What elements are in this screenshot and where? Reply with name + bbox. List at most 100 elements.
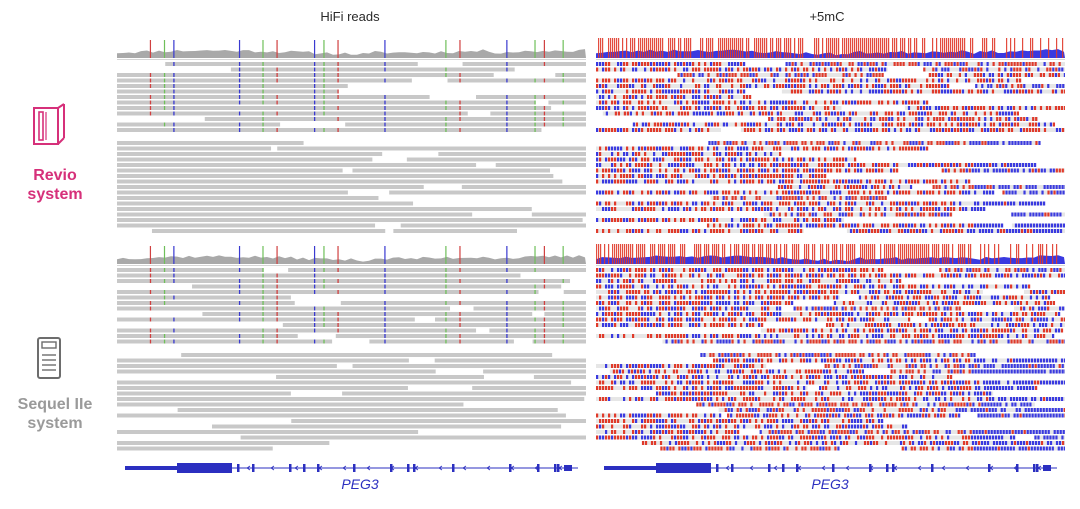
coverage-methylation-mark (848, 244, 850, 264)
read-mismatch-mark (323, 128, 325, 132)
methylation-call-mark (617, 295, 620, 300)
methylation-call-mark (869, 179, 872, 184)
methylation-call-mark (1040, 201, 1043, 206)
read-mismatch-mark (506, 279, 508, 283)
methylation-call-mark (914, 179, 917, 184)
read-bar (352, 168, 551, 173)
methylation-call-mark (695, 157, 698, 162)
coverage-methylation-mark (1022, 38, 1024, 58)
methylation-call-mark (1053, 212, 1056, 217)
methylation-call-mark (956, 364, 959, 368)
methylation-call-mark (923, 284, 926, 289)
methylation-call-mark (611, 273, 614, 278)
methylation-call-mark (911, 312, 914, 316)
methylation-call-mark (818, 128, 822, 132)
methylation-call-mark (773, 284, 776, 289)
methylation-call-mark (665, 290, 668, 294)
methylation-call-mark (1043, 364, 1046, 368)
read-bar (117, 306, 451, 311)
methylation-call-mark (1004, 364, 1007, 368)
methylation-call-mark (921, 141, 924, 145)
methylation-call-mark (899, 179, 902, 184)
read-mismatch-mark (149, 100, 152, 105)
methylation-call-mark (722, 111, 725, 116)
methylation-call-mark (635, 111, 638, 116)
methylation-call-mark (665, 84, 668, 88)
methylation-call-mark (759, 369, 763, 374)
methylation-call-mark (605, 78, 608, 83)
coverage-mismatch-mark (543, 246, 545, 264)
methylation-call-mark (926, 273, 929, 278)
methylation-call-mark (854, 84, 857, 88)
methylation-call-mark (944, 207, 947, 211)
methylation-call-mark (844, 358, 848, 363)
methylation-call-mark (692, 73, 695, 77)
read-mismatch-mark (337, 323, 339, 327)
methylation-call-mark (656, 279, 659, 283)
methylation-call-mark (953, 185, 956, 189)
methylation-call-mark (1004, 284, 1007, 289)
read-mismatch-mark (384, 122, 386, 127)
methylation-call-mark (641, 306, 644, 311)
methylation-call-mark (719, 89, 722, 94)
methylation-call-mark (692, 312, 695, 316)
methylation-call-mark (768, 369, 772, 374)
coverage-methylation-mark (672, 244, 674, 264)
methylation-call-mark (752, 268, 755, 272)
methylation-call-mark (854, 334, 857, 338)
methylation-call-mark (1046, 339, 1049, 344)
coverage-mismatch-mark (313, 40, 316, 58)
methylation-call-mark (821, 84, 824, 88)
methylation-call-mark (856, 328, 860, 333)
methylation-call-mark (899, 111, 902, 116)
methylation-call-mark (734, 323, 737, 327)
read-bar (939, 268, 1065, 272)
methylation-call-mark (902, 334, 905, 338)
methylation-call-mark (933, 117, 936, 121)
methylation-call-mark (656, 190, 659, 195)
methylation-call-mark (1023, 117, 1026, 121)
coverage-methylation-mark (918, 244, 920, 264)
methylation-call-mark (839, 67, 842, 72)
methylation-call-mark (686, 207, 689, 211)
methylation-call-mark (928, 223, 932, 228)
read-mismatch-mark (163, 295, 166, 300)
methylation-call-mark (973, 328, 977, 333)
methylation-call-mark (752, 174, 755, 178)
methylation-call-mark (797, 111, 800, 116)
methylation-call-mark (904, 353, 907, 357)
methylation-call-mark (617, 157, 620, 162)
methylation-call-mark (1002, 141, 1005, 145)
methylation-call-mark (779, 290, 782, 294)
methylation-call-mark (809, 168, 812, 173)
methylation-call-mark (989, 273, 992, 278)
methylation-call-mark (695, 89, 698, 94)
coverage-mismatch-mark (506, 40, 508, 58)
read-bar (781, 89, 1065, 94)
methylation-call-mark (939, 141, 942, 145)
methylation-call-mark (1058, 128, 1062, 132)
methylation-call-mark (869, 62, 872, 66)
methylation-call-mark (821, 122, 825, 127)
methylation-call-mark (644, 163, 647, 167)
methylation-call-mark (731, 207, 734, 211)
methylation-call-mark (869, 284, 872, 289)
methylation-call-mark (950, 185, 953, 189)
methylation-call-mark (743, 163, 746, 167)
read-mismatch-mark (506, 323, 508, 327)
methylation-call-mark (958, 358, 962, 363)
methylation-call-mark (991, 223, 995, 228)
methylation-call-mark (761, 323, 764, 327)
methylation-call-mark (972, 323, 976, 327)
read-bar (662, 339, 1065, 344)
methylation-call-mark (1017, 268, 1020, 272)
methylation-call-mark (882, 323, 886, 327)
coverage-methylation-mark (794, 38, 796, 58)
methylation-call-mark (833, 196, 836, 200)
read-bar (117, 179, 563, 184)
methylation-call-mark (770, 273, 773, 278)
methylation-call-mark (773, 146, 776, 151)
methylation-call-mark (701, 146, 704, 151)
methylation-call-mark (647, 301, 650, 305)
methylation-call-mark (830, 62, 833, 66)
